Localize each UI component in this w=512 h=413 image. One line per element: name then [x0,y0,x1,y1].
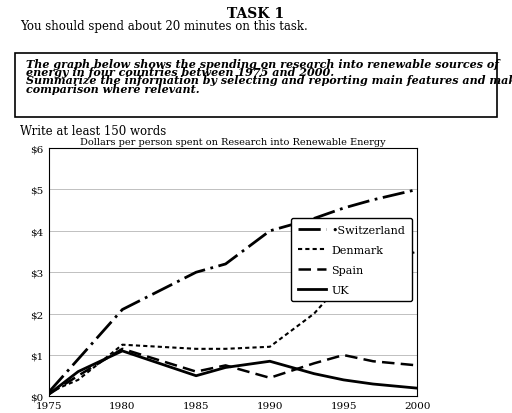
Switzerland [414,188,420,192]
Text: energy in four countries between 1975 and 2000.: energy in four countries between 1975 an… [26,67,334,78]
Spain [370,359,376,364]
Spain [46,392,52,397]
Switzerland [267,229,273,234]
Denmark [46,390,52,395]
UK [311,371,317,376]
Spain [311,361,317,366]
Denmark [267,344,273,349]
Denmark [340,278,347,283]
UK [370,382,376,387]
Switzerland [311,216,317,221]
Switzerland [340,206,347,211]
Switzerland [75,357,81,362]
Switzerland [370,198,376,203]
Denmark [75,377,81,382]
Spain [223,363,229,368]
Line: UK: UK [49,351,417,394]
UK [223,365,229,370]
Spain [267,375,273,380]
Text: TASK 1: TASK 1 [227,7,285,21]
Switzerland [223,262,229,267]
Denmark [193,347,199,351]
Spain [75,373,81,378]
UK [340,377,347,382]
Text: Summarize the information by selecting and reporting main features and make: Summarize the information by selecting a… [26,75,512,86]
Text: comparison where relevant.: comparison where relevant. [26,84,199,95]
UK [267,359,273,364]
UK [119,349,125,354]
Denmark [414,249,420,254]
Text: Write at least 150 words: Write at least 150 words [20,125,167,138]
Text: You should spend about 20 minutes on this task.: You should spend about 20 minutes on thi… [20,20,308,33]
Spain [340,353,347,358]
Switzerland [119,307,125,312]
Legend: •Switzerland, Denmark, Spain, UK: •Switzerland, Denmark, Spain, UK [291,218,412,302]
Switzerland [46,390,52,395]
UK [414,386,420,391]
Spain [119,347,125,351]
Line: Switzerland: Switzerland [49,190,417,392]
UK [75,369,81,374]
Spain [193,369,199,374]
Switzerland [193,270,199,275]
Text: The graph below shows the spending on research into renewable sources of: The graph below shows the spending on re… [26,59,499,70]
Spain [414,363,420,368]
Denmark [370,262,376,267]
UK [193,373,199,378]
Line: Denmark: Denmark [49,252,417,392]
UK [46,392,52,397]
Line: Spain: Spain [49,349,417,394]
Denmark [311,311,317,316]
Denmark [119,342,125,347]
Title: Dollars per person spent on Research into Renewable Energy: Dollars per person spent on Research int… [80,138,386,147]
Denmark [223,347,229,351]
